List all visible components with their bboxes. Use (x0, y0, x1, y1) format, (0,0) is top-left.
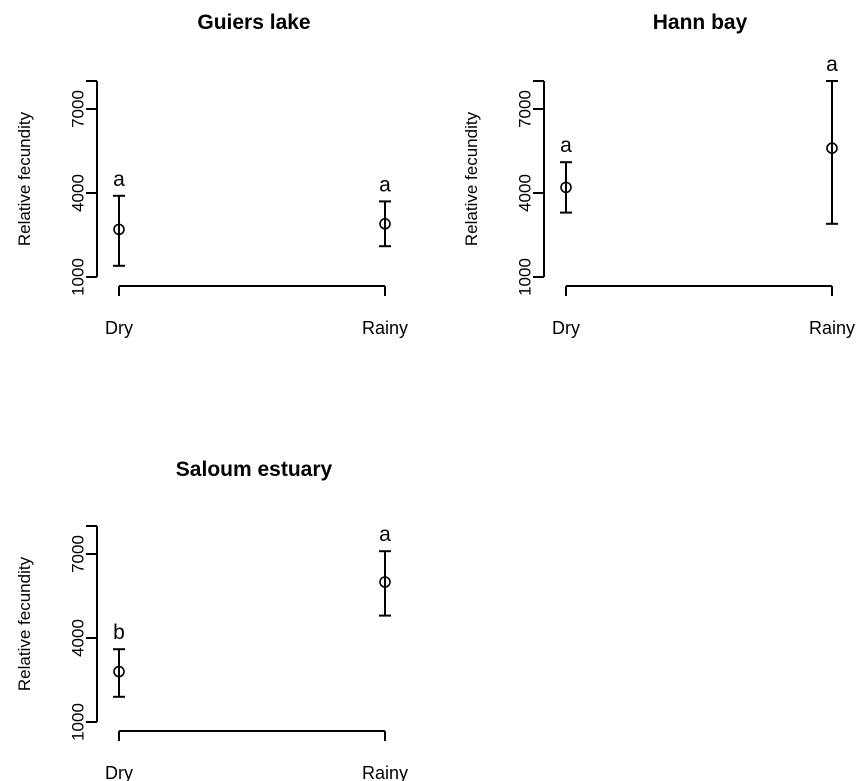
significance-letter: a (826, 53, 838, 76)
x-tick-label: Dry (105, 763, 133, 781)
significance-letter: a (379, 523, 391, 546)
mean-point (826, 142, 838, 154)
y-tick-label: 1000 (69, 703, 88, 741)
chart-title: Saloum estuary (176, 458, 333, 481)
y-tick-label: 7000 (516, 90, 535, 128)
y-tick-label: 7000 (69, 535, 88, 573)
x-tick-label: Rainy (362, 318, 408, 338)
mean-point (113, 223, 125, 236)
chart-panel: Saloum estuary Relative fecundity 1000 4000… (15, 458, 408, 781)
chart-panel: Hann bay Relative fecundity 1000 4000 7000 Dr… (462, 11, 855, 338)
significance-letter: a (379, 173, 391, 196)
chart-title: Hann bay (653, 11, 748, 34)
y-axis-label: Relative fecundity (462, 111, 481, 246)
significance-letter: a (560, 134, 572, 157)
mean-point (113, 665, 125, 678)
y-tick-label: 4000 (69, 619, 88, 657)
y-tick-label: 7000 (69, 90, 88, 128)
mean-point (560, 181, 572, 194)
y-tick-label: 4000 (69, 174, 88, 212)
mean-point (379, 218, 391, 230)
y-tick-label: 4000 (516, 174, 535, 212)
y-axis-label: Relative fecundity (15, 111, 34, 246)
mean-point (379, 576, 391, 588)
x-tick-label: Dry (552, 318, 580, 338)
y-axis-label: Relative fecundity (15, 556, 34, 691)
chart-title: Guiers lake (197, 11, 310, 34)
x-tick-label: Rainy (362, 763, 408, 781)
significance-letter: b (113, 621, 125, 644)
significance-letter: a (113, 168, 125, 191)
y-tick-label: 1000 (69, 258, 88, 296)
x-tick-label: Rainy (809, 318, 855, 338)
y-tick-label: 1000 (516, 258, 535, 296)
x-tick-label: Dry (105, 318, 133, 338)
chart-panel: Guiers lake Relative fecundity 1000 4000 700… (15, 11, 408, 338)
